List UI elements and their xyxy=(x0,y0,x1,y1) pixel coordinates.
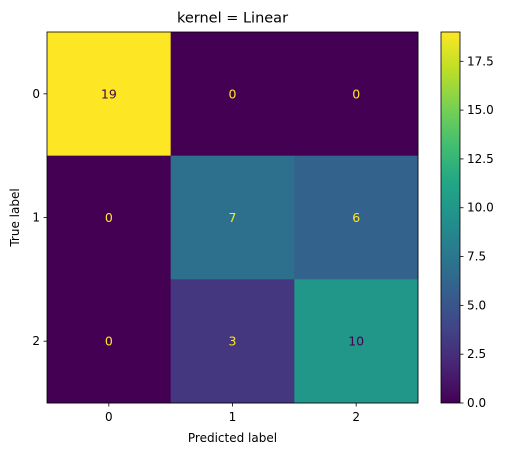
heatmap-cell xyxy=(294,155,419,280)
colorbar-tick-label: 2.5 xyxy=(467,347,486,361)
colorbar-tick-label: 17.5 xyxy=(467,54,494,68)
colorbar-tick-label: 10.0 xyxy=(467,201,494,215)
y-axis: 0 1 2 xyxy=(32,87,47,348)
x-tick-label: 1 xyxy=(229,410,237,424)
heatmap-cell xyxy=(47,279,172,404)
y-tick-label: 2 xyxy=(32,334,40,348)
heatmap-cell-labels: 19 0 0 0 7 6 0 3 10 xyxy=(101,86,364,348)
cell-value-label: 0 xyxy=(229,86,237,101)
x-axis: 0 1 2 xyxy=(105,403,360,424)
heatmap-cell xyxy=(294,279,419,404)
x-tick-label: 2 xyxy=(352,410,360,424)
cell-value-label: 0 xyxy=(105,210,113,225)
heatmap-cell xyxy=(47,32,172,157)
colorbar-tick-label: 12.5 xyxy=(467,152,494,166)
x-axis-label: Predicted label xyxy=(188,431,277,445)
heatmap-cells xyxy=(47,32,419,404)
cell-value-label: 19 xyxy=(101,86,117,101)
heatmap-cell xyxy=(47,155,172,280)
heatmap-cell xyxy=(294,32,419,157)
colorbar-tick-label: 0.0 xyxy=(467,396,486,410)
heatmap-cell xyxy=(170,155,295,280)
heatmap-cell xyxy=(170,32,295,157)
colorbar-tick-label: 5.0 xyxy=(467,298,486,312)
y-tick-label: 1 xyxy=(32,211,40,225)
cell-value-label: 7 xyxy=(229,210,237,225)
colorbar-tick-label: 7.5 xyxy=(467,250,486,264)
cell-value-label: 0 xyxy=(352,86,360,101)
colorbar xyxy=(440,31,461,404)
cell-value-label: 0 xyxy=(105,334,113,349)
colorbar-axis: 0.0 2.5 5.0 7.5 10.0 12.5 15.0 17.5 xyxy=(460,54,494,410)
chart-title: kernel = Linear xyxy=(177,11,288,27)
colorbar-tick-label: 15.0 xyxy=(467,103,494,117)
x-tick-label: 0 xyxy=(105,410,113,424)
cell-value-label: 3 xyxy=(229,334,237,349)
cell-value-label: 6 xyxy=(352,210,360,225)
y-tick-label: 0 xyxy=(32,87,40,101)
heatmap-cell xyxy=(170,279,295,404)
y-axis-label: True label xyxy=(8,188,22,247)
cell-value-label: 10 xyxy=(348,334,364,349)
